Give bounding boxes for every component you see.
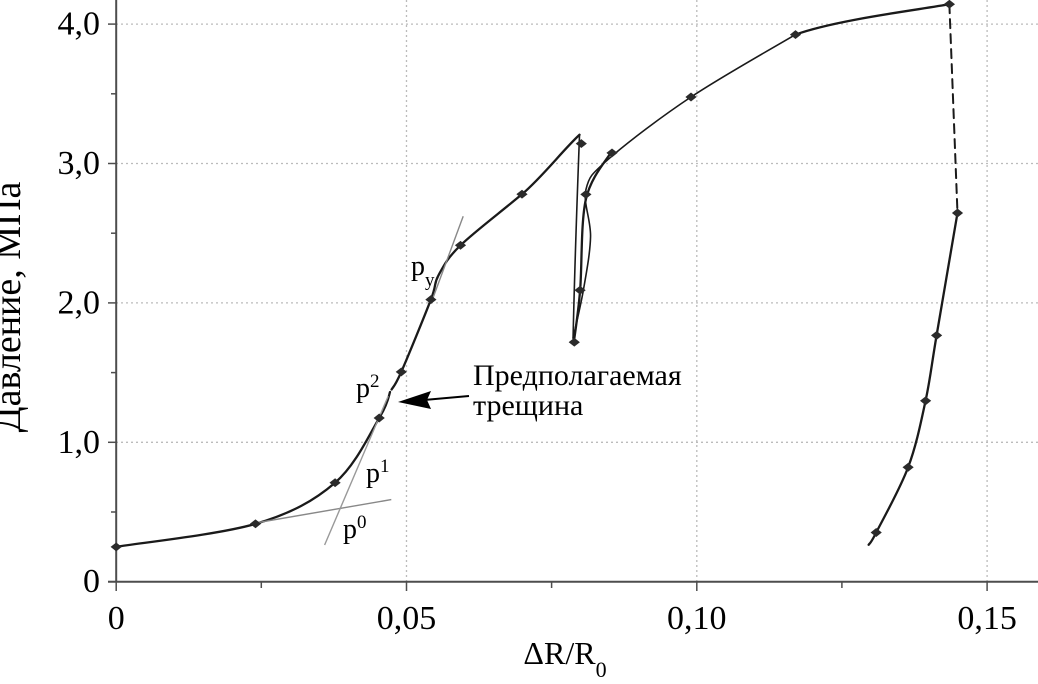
- svg-text:0,05: 0,05: [377, 600, 437, 637]
- svg-text:Давление, МПа: Давление, МПа: [0, 182, 29, 433]
- svg-text:3,0: 3,0: [58, 145, 101, 182]
- svg-text:p0: p0: [343, 512, 367, 546]
- svg-text:0,10: 0,10: [667, 600, 727, 637]
- svg-text:p2: p2: [356, 371, 380, 405]
- svg-text:2,0: 2,0: [58, 284, 101, 321]
- svg-text:0,15: 0,15: [957, 600, 1017, 637]
- svg-text:4,0: 4,0: [58, 6, 101, 43]
- svg-text:Предполагаемая: Предполагаемая: [473, 359, 682, 392]
- svg-text:трещина: трещина: [473, 389, 583, 422]
- svg-text:ΔR/R0: ΔR/R0: [523, 635, 606, 682]
- svg-text:1,0: 1,0: [58, 424, 101, 461]
- svg-text:py: py: [411, 251, 435, 291]
- svg-text:0: 0: [83, 563, 100, 600]
- svg-text:p1: p1: [366, 456, 390, 490]
- svg-text:0: 0: [108, 600, 125, 637]
